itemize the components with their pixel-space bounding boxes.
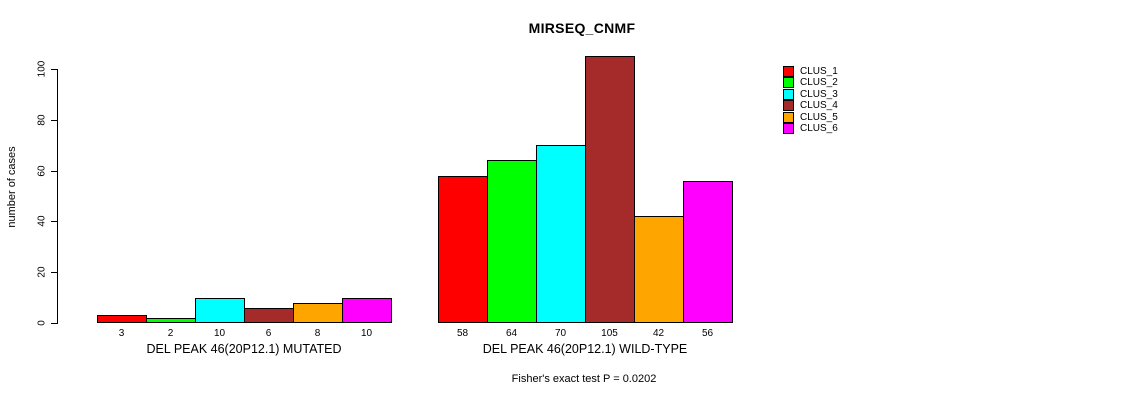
legend-item: CLUS_2 [783,77,838,89]
legend-label: CLUS_2 [800,77,838,89]
legend-item: CLUS_1 [783,66,838,77]
legend-item: CLUS_4 [783,100,838,112]
legend-swatch [783,66,794,77]
bar-value-label: 10 [213,328,226,339]
bar-value-label: 105 [601,328,618,339]
chart-title: MIRSEQ_CNMF [528,20,636,36]
legend-label: CLUS_6 [800,123,838,134]
bar-value-label: 58 [456,328,469,339]
bar-value-label: 2 [167,328,174,339]
y-axis-line [57,69,58,324]
y-tick-label: 40 [36,215,48,227]
y-tick [51,323,57,324]
x-group-label: DEL PEAK 46(20P12.1) MUTATED [146,342,342,356]
bar [97,315,147,323]
bar [293,303,343,323]
bar-value-label: 56 [701,328,714,339]
legend-item: CLUS_6 [783,123,838,134]
legend-swatch [783,100,794,112]
bar-value-label: 6 [265,328,272,339]
legend-label: CLUS_4 [800,100,838,112]
stat-annotation: Fisher's exact test P = 0.0202 [511,373,657,385]
bar-value-label: 10 [360,328,373,339]
legend-swatch [783,111,794,123]
y-tick-label: 0 [36,320,48,326]
y-tick [51,69,57,70]
bar [195,298,245,323]
bar-value-label: 3 [118,328,125,339]
y-tick [51,119,57,121]
legend-item: CLUS_3 [783,88,838,100]
legend-label: CLUS_5 [800,111,838,123]
bar [146,318,196,323]
bar-value-label: 70 [554,328,567,339]
legend-swatch [783,77,794,89]
y-tick [51,221,57,223]
y-axis-label: number of cases [6,146,18,228]
bar [438,176,488,323]
legend-item: CLUS_5 [783,111,838,123]
y-tick-label: 100 [36,60,48,78]
legend-label: CLUS_1 [800,66,838,77]
bar-value-label: 8 [314,328,321,339]
bar-value-label: 42 [652,328,665,339]
bar-value-label: 64 [505,328,518,339]
bar [487,160,537,323]
y-tick-label: 20 [36,266,48,278]
bar [536,145,586,323]
bar [634,216,684,323]
x-group-label: DEL PEAK 46(20P12.1) WILD-TYPE [482,342,688,356]
bar [683,181,733,323]
legend-swatch [783,88,794,100]
legend-swatch [783,123,794,134]
legend-label: CLUS_3 [800,88,838,100]
y-tick-label: 80 [36,114,48,126]
y-tick [51,272,57,274]
y-tick [51,170,57,172]
bar [342,298,392,323]
bar [244,308,294,323]
y-tick-label: 60 [36,165,48,177]
bar [585,56,635,323]
